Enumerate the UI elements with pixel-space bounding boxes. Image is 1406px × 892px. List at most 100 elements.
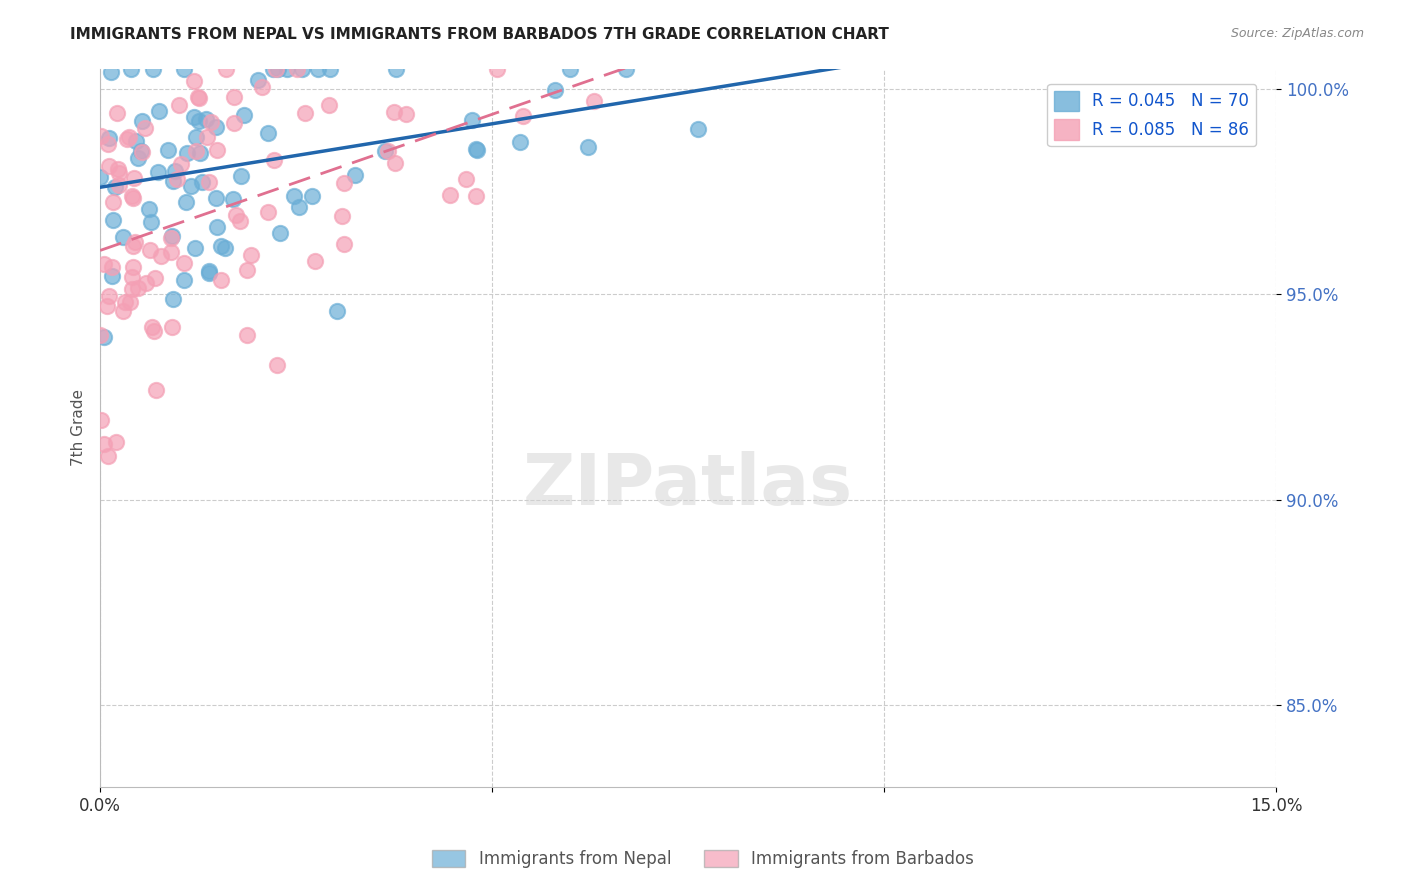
Point (107, 161, 129, 176)
Point (89, 328, 111, 343)
Point (333, 236, 356, 251)
Point (225, 208, 247, 222)
Point (246, 73, 269, 87)
Point (266, 359, 288, 373)
Text: IMMIGRANTS FROM NEPAL VS IMMIGRANTS FROM BARBADOS 7TH GRADE CORRELATION CHART: IMMIGRANTS FROM NEPAL VS IMMIGRANTS FROM… (70, 27, 889, 42)
Point (127, 152, 149, 166)
Point (576, 140, 599, 154)
Point (214, 241, 236, 255)
Point (385, 62, 408, 76)
Point (160, 231, 183, 245)
Point (304, 253, 326, 268)
Point (105, 106, 128, 120)
Point (205, 143, 228, 157)
Point (198, 175, 221, 189)
Point (184, 144, 207, 158)
Point (544, 83, 567, 97)
Point (143, 271, 166, 285)
Point (139, 215, 162, 229)
Point (142, 62, 165, 76)
Point (239, 248, 262, 262)
Point (194, 112, 217, 127)
Point (229, 169, 252, 183)
Point (205, 191, 228, 205)
Point (103, 195, 125, 210)
Point (460, 113, 482, 128)
Point (118, 130, 141, 145)
Point (374, 145, 396, 159)
Point (235, 327, 257, 342)
Point (124, 170, 146, 185)
Point (205, 120, 228, 134)
Point (108, 178, 131, 192)
Point (111, 229, 134, 244)
Point (318, 62, 340, 76)
Point (169, 98, 191, 112)
Point (160, 228, 183, 243)
Point (377, 144, 399, 158)
Point (395, 106, 418, 120)
Point (183, 110, 205, 124)
Point (120, 62, 142, 76)
Point (205, 219, 228, 234)
Point (138, 202, 160, 216)
Point (89, 169, 111, 184)
Point (215, 62, 238, 76)
Point (307, 62, 329, 76)
Point (121, 270, 143, 285)
Point (209, 238, 232, 252)
Point (180, 178, 202, 193)
Point (456, 171, 478, 186)
Point (183, 74, 205, 88)
Point (509, 135, 531, 149)
Point (166, 171, 188, 186)
Point (90, 413, 112, 427)
Point (294, 106, 316, 120)
Point (93, 330, 115, 344)
Point (105, 435, 128, 450)
Point (114, 295, 136, 310)
Point (229, 214, 252, 228)
Point (222, 192, 245, 206)
Point (100, 65, 122, 79)
Point (170, 157, 193, 171)
Point (98, 289, 121, 303)
Point (301, 189, 323, 203)
Point (439, 188, 461, 202)
Point (97, 131, 120, 145)
Point (291, 62, 314, 76)
Point (173, 62, 195, 76)
Point (145, 384, 167, 398)
Point (186, 129, 208, 144)
Point (263, 62, 285, 76)
Point (190, 145, 212, 160)
Point (384, 156, 406, 170)
Point (285, 62, 308, 76)
Point (93, 436, 115, 450)
Point (560, 62, 582, 76)
Point (195, 130, 218, 145)
Point (173, 256, 195, 270)
Point (122, 260, 145, 274)
Point (382, 104, 405, 119)
Point (121, 282, 143, 296)
Point (173, 273, 195, 287)
Point (688, 122, 710, 136)
Point (330, 210, 353, 224)
Point (269, 226, 291, 240)
Point (98, 159, 121, 173)
Point (131, 145, 153, 159)
Point (257, 126, 280, 140)
Point (257, 205, 280, 219)
Point (224, 89, 246, 103)
Point (90, 129, 112, 144)
Point (582, 94, 605, 108)
Point (512, 109, 534, 123)
Point (188, 114, 211, 128)
Point (250, 80, 273, 95)
Point (187, 90, 209, 104)
Point (318, 97, 340, 112)
Point (122, 191, 145, 205)
Point (176, 146, 198, 161)
Point (283, 189, 305, 203)
